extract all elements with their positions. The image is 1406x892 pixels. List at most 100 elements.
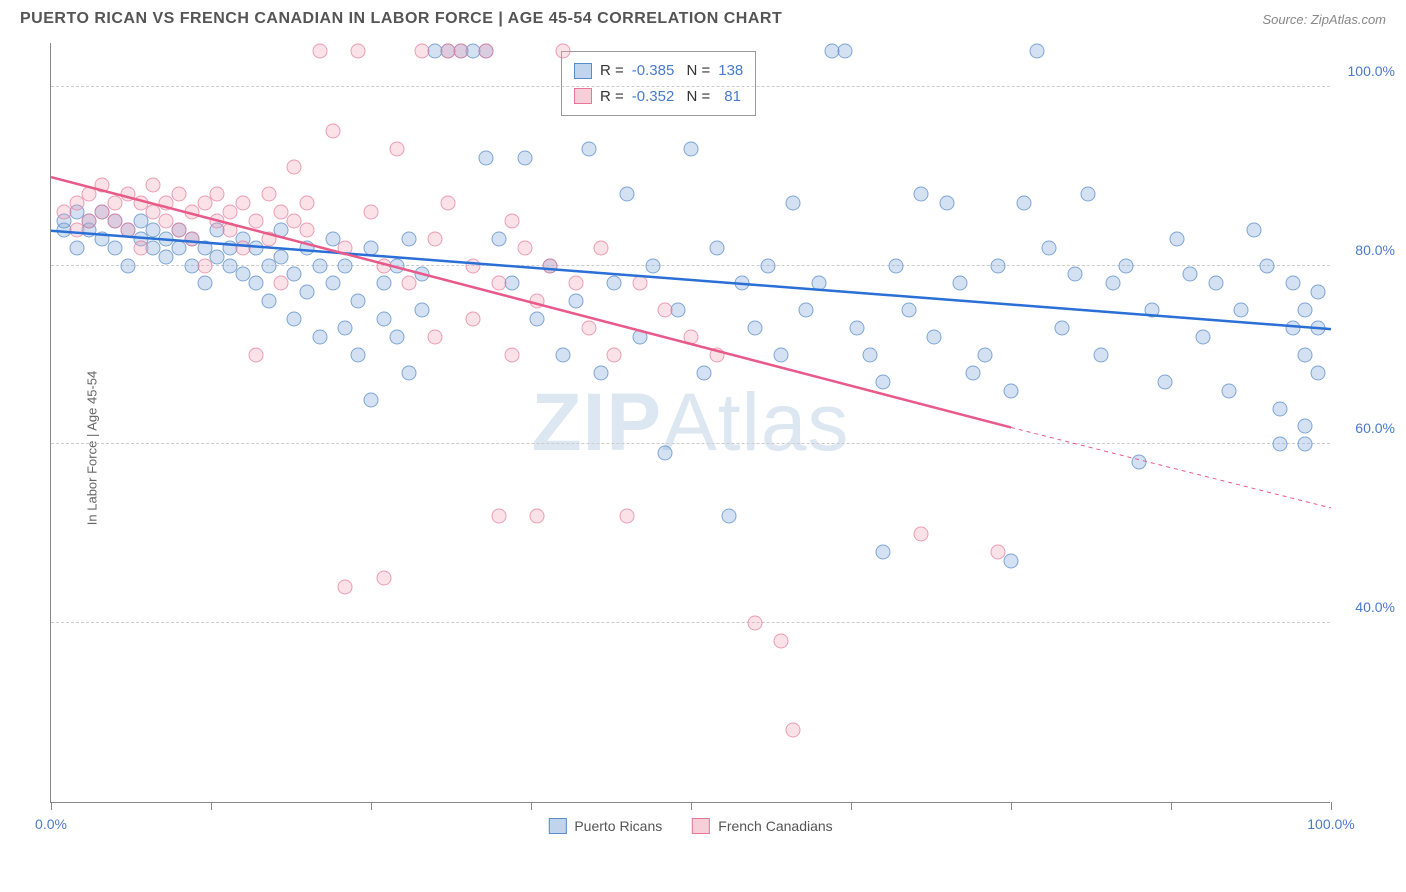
n-label: N = bbox=[682, 84, 710, 110]
data-point bbox=[722, 508, 737, 523]
data-point bbox=[261, 258, 276, 273]
data-point bbox=[69, 195, 84, 210]
legend-item-2: French Canadians bbox=[692, 818, 832, 834]
data-point bbox=[1093, 347, 1108, 362]
data-point bbox=[261, 231, 276, 246]
data-point bbox=[236, 195, 251, 210]
data-point bbox=[863, 347, 878, 362]
data-point bbox=[671, 303, 686, 318]
trend-lines bbox=[51, 43, 1331, 803]
data-point bbox=[837, 43, 852, 58]
data-point bbox=[248, 347, 263, 362]
data-point bbox=[120, 222, 135, 237]
data-point bbox=[466, 258, 481, 273]
data-point bbox=[223, 204, 238, 219]
data-point bbox=[1260, 258, 1275, 273]
x-tick bbox=[531, 802, 532, 810]
swatch-pink bbox=[692, 818, 710, 834]
data-point bbox=[364, 392, 379, 407]
data-point bbox=[1144, 303, 1159, 318]
data-point bbox=[1272, 401, 1287, 416]
data-point bbox=[325, 276, 340, 291]
data-point bbox=[376, 258, 391, 273]
data-point bbox=[287, 312, 302, 327]
x-tick bbox=[371, 802, 372, 810]
data-point bbox=[159, 249, 174, 264]
data-point bbox=[632, 276, 647, 291]
data-point bbox=[223, 222, 238, 237]
n-label: N = bbox=[682, 58, 710, 84]
data-point bbox=[748, 616, 763, 631]
data-point bbox=[1208, 276, 1223, 291]
data-point bbox=[133, 240, 148, 255]
r-label: R = bbox=[600, 58, 624, 84]
data-point bbox=[1298, 303, 1313, 318]
data-point bbox=[901, 303, 916, 318]
data-point bbox=[620, 187, 635, 202]
data-point bbox=[530, 312, 545, 327]
data-point bbox=[556, 43, 571, 58]
data-point bbox=[1068, 267, 1083, 282]
data-point bbox=[261, 294, 276, 309]
data-point bbox=[69, 240, 84, 255]
data-point bbox=[530, 508, 545, 523]
legend-label-1: Puerto Ricans bbox=[574, 818, 662, 834]
data-point bbox=[300, 195, 315, 210]
data-point bbox=[1285, 321, 1300, 336]
data-point bbox=[492, 508, 507, 523]
data-point bbox=[581, 142, 596, 157]
data-point bbox=[338, 580, 353, 595]
data-point bbox=[415, 267, 430, 282]
data-point bbox=[1042, 240, 1057, 255]
data-point bbox=[428, 231, 443, 246]
data-point bbox=[159, 195, 174, 210]
data-point bbox=[248, 240, 263, 255]
data-point bbox=[1311, 321, 1326, 336]
data-point bbox=[1221, 383, 1236, 398]
data-point bbox=[184, 231, 199, 246]
data-point bbox=[492, 276, 507, 291]
data-point bbox=[492, 231, 507, 246]
data-point bbox=[236, 240, 251, 255]
n-value-2: 81 bbox=[718, 84, 741, 110]
data-point bbox=[402, 365, 417, 380]
data-point bbox=[812, 276, 827, 291]
data-point bbox=[82, 187, 97, 202]
y-tick-label: 40.0% bbox=[1355, 599, 1395, 615]
x-tick-label-right: 100.0% bbox=[1307, 816, 1354, 832]
data-point bbox=[658, 446, 673, 461]
legend-label-2: French Canadians bbox=[718, 818, 832, 834]
data-point bbox=[389, 258, 404, 273]
data-point bbox=[786, 195, 801, 210]
data-point bbox=[914, 187, 929, 202]
x-tick bbox=[851, 802, 852, 810]
x-tick-label-left: 0.0% bbox=[35, 816, 67, 832]
data-point bbox=[376, 276, 391, 291]
data-point bbox=[197, 276, 212, 291]
data-point bbox=[799, 303, 814, 318]
data-point bbox=[748, 321, 763, 336]
correlation-row-1: R = -0.385 N = 138 bbox=[574, 58, 743, 84]
x-tick bbox=[1171, 802, 1172, 810]
data-point bbox=[607, 276, 622, 291]
data-point bbox=[1119, 258, 1134, 273]
data-point bbox=[312, 330, 327, 345]
data-point bbox=[325, 124, 340, 139]
data-point bbox=[402, 231, 417, 246]
data-point bbox=[108, 195, 123, 210]
correlation-legend: R = -0.385 N = 138 R = -0.352 N = 81 bbox=[561, 51, 756, 116]
data-point bbox=[300, 285, 315, 300]
data-point bbox=[504, 347, 519, 362]
data-point bbox=[351, 43, 366, 58]
y-tick-label: 100.0% bbox=[1348, 63, 1395, 79]
data-point bbox=[1004, 383, 1019, 398]
data-point bbox=[172, 187, 187, 202]
data-point bbox=[351, 347, 366, 362]
data-point bbox=[1183, 267, 1198, 282]
data-point bbox=[658, 303, 673, 318]
data-point bbox=[338, 321, 353, 336]
data-point bbox=[261, 187, 276, 202]
data-point bbox=[351, 294, 366, 309]
data-point bbox=[82, 213, 97, 228]
data-point bbox=[594, 365, 609, 380]
